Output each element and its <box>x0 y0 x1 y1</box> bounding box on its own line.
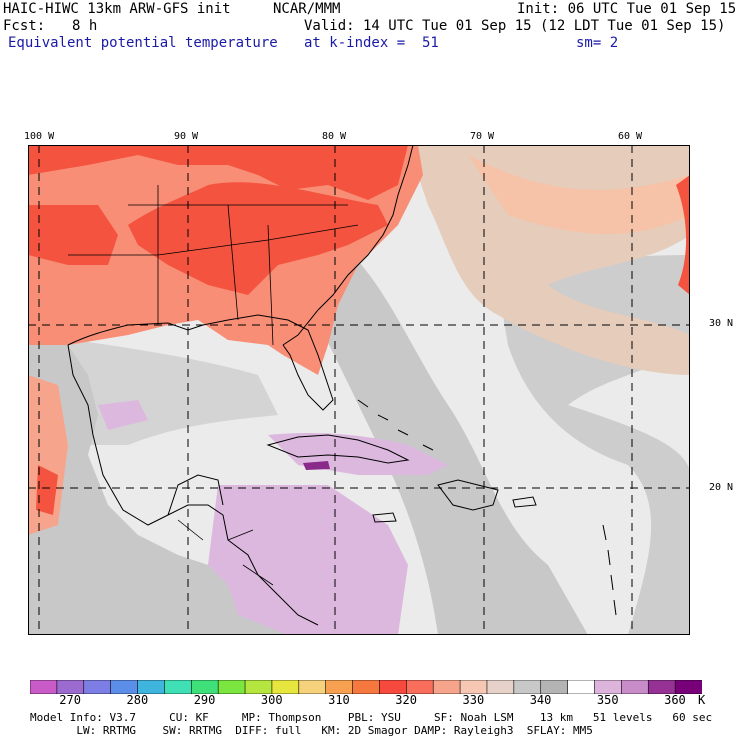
us-gulf-coast <box>67 314 334 411</box>
lon-label-60w: 60 W <box>618 131 643 142</box>
colorbar-unit: K <box>698 693 706 707</box>
red-swirl-edge <box>676 175 690 295</box>
colorbar-tick-label: 340 <box>529 693 552 707</box>
colorbar-tick-label: 330 <box>462 693 485 707</box>
colorbar-swatch <box>647 680 676 694</box>
lesser-antilles <box>602 524 617 616</box>
warm-red-ohio <box>128 182 388 295</box>
mexico-warm-spot <box>36 465 58 515</box>
lon-label-70w: 70 W <box>470 131 495 142</box>
colorbar-swatch <box>459 680 488 694</box>
colorbar-swatch <box>164 680 193 694</box>
colorbar-swatch <box>486 680 515 694</box>
colorbar-tick-label: 350 <box>596 693 619 707</box>
us-east-coast <box>282 145 414 346</box>
colorbar-swatch <box>594 680 623 694</box>
colorbar-swatch <box>379 680 408 694</box>
init-time: Init: 06 UTC Tue 01 Sep 15 <box>517 1 737 17</box>
lat-label-20n: 20 N <box>709 482 734 493</box>
colorbar-swatch <box>540 680 569 694</box>
coastlines <box>67 145 617 626</box>
colorbar-swatch <box>352 680 381 694</box>
level-index: at k-index = 51 <box>304 35 439 51</box>
model-info-line1: Model Info: V3.7 CU: KF MP: Thompson PBL… <box>30 711 713 724</box>
mexico-coast <box>67 344 319 626</box>
org-label: NCAR/MMM <box>273 1 341 17</box>
colorbar-swatch <box>674 680 702 694</box>
gray-band-central <box>288 235 588 635</box>
tan-swirl-inner <box>468 155 690 234</box>
model-title: HAIC-HIWC 13km ARW-GFS init <box>3 1 231 17</box>
colorbar-swatch <box>406 680 435 694</box>
lilac-caribbean <box>208 485 408 635</box>
smoothing: sm= 2 <box>576 35 619 51</box>
colorbar-swatch <box>217 680 246 694</box>
colorbar-swatch <box>432 680 461 694</box>
theta-e-map <box>28 145 690 635</box>
mexico-land <box>28 345 288 635</box>
colorbar-swatch <box>513 680 542 694</box>
colorbar-tick-label: 320 <box>395 693 417 707</box>
colorbar-swatch <box>190 680 219 694</box>
colorbar-swatch <box>567 680 596 694</box>
lat-label-30n: 30 N <box>709 318 734 329</box>
colorbar-swatch <box>298 680 327 694</box>
colorbar-swatch <box>56 680 85 694</box>
colorbar <box>30 680 702 694</box>
colorbar-swatch <box>83 680 112 694</box>
colorbar-swatch <box>621 680 650 694</box>
colorbar-tick-label: 270 <box>59 693 81 707</box>
jamaica <box>372 512 397 523</box>
valid-time: Valid: 14 UTC Tue 01 Sep 15 (12 LDT Tue … <box>304 18 726 34</box>
lon-label-80w: 80 W <box>322 131 347 142</box>
central-america-borders <box>177 519 274 586</box>
yucatan <box>167 474 224 516</box>
fcst-value: 8 h <box>72 18 98 34</box>
bahamas <box>357 399 434 451</box>
lon-label-90w: 90 W <box>174 131 199 142</box>
map-frame <box>28 145 690 635</box>
colorbar-swatch <box>271 680 300 694</box>
colorbar-tick-label: 310 <box>328 693 350 707</box>
colorbar-swatch <box>110 680 139 694</box>
colorbar-tick-label: 360 <box>664 693 686 707</box>
model-info-line2: LW: RRTMG SW: RRTMG DIFF: full KM: 2D Sm… <box>30 724 593 737</box>
colorbar-tick-label: 300 <box>260 693 283 707</box>
warm-red-north <box>28 145 408 200</box>
deep-purple-cuba <box>303 461 330 470</box>
state-borders <box>68 185 359 346</box>
hispaniola <box>437 479 499 511</box>
warm-red-texas <box>28 205 118 265</box>
colorbar-swatch <box>244 680 273 694</box>
fcst-label: Fcst: <box>3 18 46 34</box>
colorbar-tick-label: 280 <box>126 693 149 707</box>
colorbar-swatch <box>30 680 58 694</box>
colorbar-tick-label: 290 <box>193 693 216 707</box>
theta-e-fields <box>28 145 690 635</box>
colorbar-swatch <box>325 680 354 694</box>
puerto-rico <box>512 496 537 508</box>
graticule <box>28 145 690 635</box>
lon-label-100w: 100 W <box>24 131 55 142</box>
lilac-gulf <box>98 400 148 430</box>
colorbar-swatch <box>137 680 166 694</box>
field-name: Equivalent potential temperature <box>8 35 278 51</box>
cuba <box>266 434 410 464</box>
